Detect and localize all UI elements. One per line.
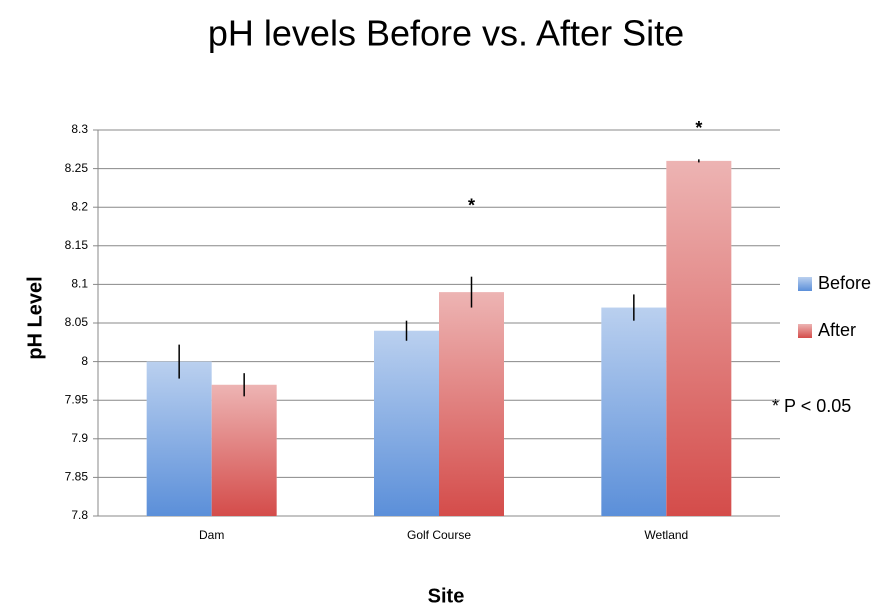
chart-title: pH levels Before vs. After Site bbox=[208, 13, 684, 54]
y-tick-label: 8.15 bbox=[65, 238, 89, 252]
x-tick-label: Dam bbox=[199, 528, 224, 542]
significance-marker: * bbox=[468, 195, 475, 215]
y-tick-label: 7.85 bbox=[65, 470, 89, 484]
y-tick-label: 8.3 bbox=[71, 122, 88, 136]
legend-label: Before bbox=[818, 273, 871, 293]
y-tick-label: 7.9 bbox=[71, 431, 88, 445]
bar bbox=[146, 361, 212, 516]
y-tick-label: 8.1 bbox=[71, 277, 88, 291]
bar bbox=[601, 307, 667, 516]
y-tick-label: 8.25 bbox=[65, 161, 89, 175]
y-tick-label: 8 bbox=[81, 354, 88, 368]
y-axis-label: pH Level bbox=[24, 276, 46, 359]
legend-swatch bbox=[798, 324, 812, 338]
bar bbox=[374, 330, 439, 516]
x-tick-label: Wetland bbox=[644, 528, 688, 542]
note: * P < 0.05 bbox=[772, 396, 851, 416]
bar bbox=[211, 384, 277, 516]
y-tick-label: 7.8 bbox=[71, 508, 88, 522]
significance-marker: * bbox=[695, 118, 702, 138]
legend-label: After bbox=[818, 320, 856, 340]
y-tick-label: 8.2 bbox=[71, 199, 88, 213]
y-tick-label: 8.05 bbox=[65, 315, 89, 329]
legend-swatch bbox=[798, 277, 812, 291]
bar bbox=[666, 160, 732, 516]
x-axis-label: Site bbox=[428, 585, 465, 607]
y-tick-label: 7.95 bbox=[65, 392, 89, 406]
bar bbox=[439, 292, 504, 516]
x-tick-label: Golf Course bbox=[407, 528, 471, 542]
